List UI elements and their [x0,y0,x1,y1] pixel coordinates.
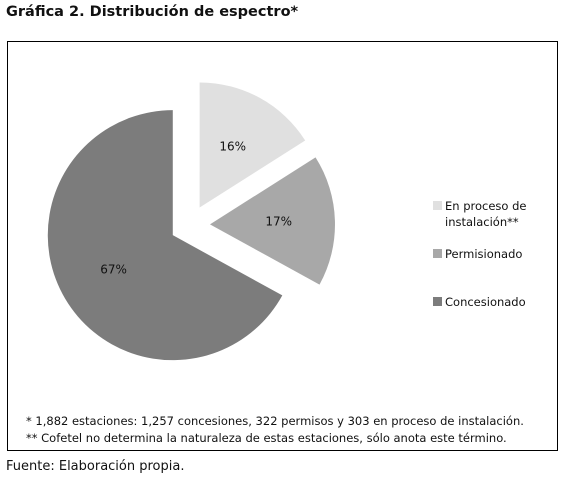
chart-title: Gráfica 2. Distribución de espectro* [6,4,299,20]
chart-frame: En proceso de instalación** Permisionado… [7,41,558,451]
data-label-permisionado: 17% [265,215,292,229]
pie-slice-permisionado [209,157,335,285]
legend-item-concesionado: Concesionado [433,294,526,310]
legend-swatch-permisionado [433,249,442,258]
pie-slice-concesionado [47,110,283,361]
legend-label-permisionado: Permisionado [445,247,523,261]
pie-slice-en-proceso [199,82,306,208]
legend-label-en-proceso: En proceso de instalación** [445,199,527,229]
legend-swatch-concesionado [433,297,442,306]
data-label-concesionado: 67% [100,263,127,277]
legend-item-en-proceso: En proceso de instalación** [433,198,563,230]
footnote-1: * 1,882 estaciones: 1,257 concesiones, 3… [26,414,524,428]
legend-swatch-en-proceso [433,201,442,210]
legend-item-permisionado: Permisionado [433,246,522,262]
data-label-en-proceso: 16% [219,140,246,154]
source-note: Fuente: Elaboración propia. [6,459,185,474]
footnote-2: ** Cofetel no determina la naturaleza de… [26,431,507,445]
footnotes: * 1,882 estaciones: 1,257 concesiones, 3… [26,414,558,448]
legend-label-concesionado: Concesionado [445,295,526,309]
